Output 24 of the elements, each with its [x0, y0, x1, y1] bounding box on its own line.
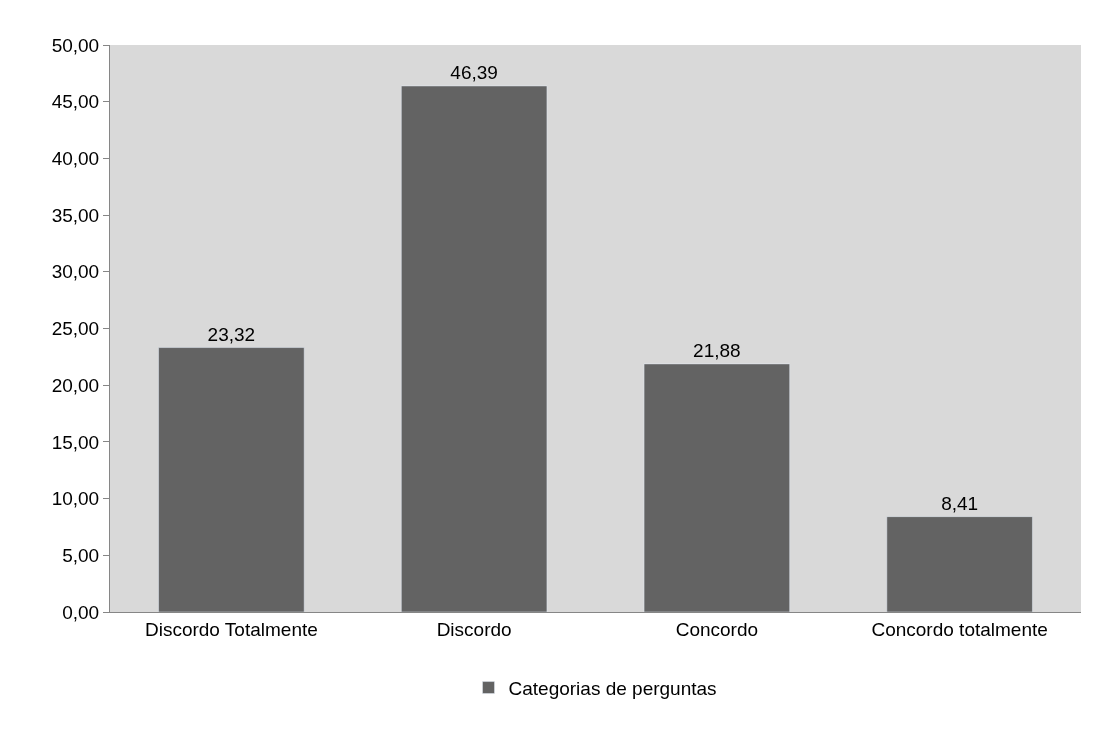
data-label: 23,32 — [207, 323, 256, 345]
bar — [401, 85, 548, 612]
y-tick-label: 45,00 — [51, 91, 100, 113]
data-label: 46,39 — [450, 61, 498, 83]
x-tick-label: Discordo — [436, 618, 512, 640]
y-tick-label: 0,00 — [62, 601, 100, 623]
y-tick-label: 10,00 — [51, 488, 100, 510]
y-tick-label: 30,00 — [51, 261, 100, 283]
y-tick-label: 20,00 — [51, 374, 100, 396]
y-tick-label: 15,00 — [51, 431, 100, 453]
y-tick-label: 40,00 — [51, 148, 100, 170]
y-tick-label: 5,00 — [62, 544, 100, 566]
x-tick-label: Discordo Totalmente — [144, 618, 318, 640]
y-tick-label: 35,00 — [51, 204, 100, 226]
data-label: 8,41 — [941, 492, 979, 514]
bar — [886, 516, 1033, 612]
y-tick-label: 50,00 — [51, 34, 100, 56]
x-tick-label: Concordo — [675, 618, 759, 640]
bar — [643, 363, 790, 612]
data-label: 21,88 — [693, 339, 741, 361]
x-tick-label: Concordo totalmente — [871, 618, 1048, 640]
legend-label: Categorias de perguntas — [508, 677, 717, 699]
y-tick-label: 25,00 — [51, 318, 100, 340]
bar — [158, 347, 305, 612]
